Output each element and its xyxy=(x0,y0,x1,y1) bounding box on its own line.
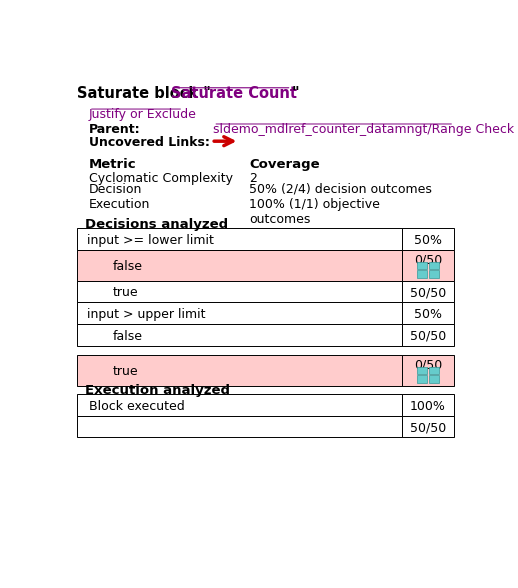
Text: 2: 2 xyxy=(250,172,257,185)
FancyBboxPatch shape xyxy=(429,270,439,278)
FancyBboxPatch shape xyxy=(77,324,402,346)
FancyBboxPatch shape xyxy=(402,228,454,250)
Text: input >= lower limit: input >= lower limit xyxy=(87,234,214,247)
FancyBboxPatch shape xyxy=(77,394,402,416)
FancyBboxPatch shape xyxy=(402,394,454,416)
Text: 50%: 50% xyxy=(414,234,442,247)
Text: true: true xyxy=(113,365,138,378)
FancyBboxPatch shape xyxy=(402,250,454,280)
Text: 50/50: 50/50 xyxy=(410,421,446,435)
FancyBboxPatch shape xyxy=(429,367,439,374)
Text: input > upper limit: input > upper limit xyxy=(87,308,205,321)
Text: 0/50: 0/50 xyxy=(414,253,442,266)
FancyBboxPatch shape xyxy=(77,250,402,280)
FancyBboxPatch shape xyxy=(429,262,439,269)
FancyBboxPatch shape xyxy=(77,280,402,302)
FancyBboxPatch shape xyxy=(402,416,454,437)
Text: true: true xyxy=(113,286,138,299)
Text: Decisions analyzed: Decisions analyzed xyxy=(85,218,228,230)
Text: sldemo_mdlref_counter_datamngt/Range Check: sldemo_mdlref_counter_datamngt/Range Che… xyxy=(213,123,514,136)
Text: Metric: Metric xyxy=(89,158,136,171)
Text: false: false xyxy=(113,260,143,273)
Text: Decision: Decision xyxy=(89,183,142,196)
Text: 0/50: 0/50 xyxy=(414,358,442,371)
FancyBboxPatch shape xyxy=(418,375,427,383)
FancyBboxPatch shape xyxy=(77,302,402,324)
Text: Parent:: Parent: xyxy=(89,123,140,136)
Text: Saturate Count: Saturate Count xyxy=(171,86,297,101)
Text: 100%: 100% xyxy=(410,400,446,413)
Text: Uncovered Links:: Uncovered Links: xyxy=(89,136,210,149)
FancyBboxPatch shape xyxy=(402,280,454,302)
Text: 50% (2/4) decision outcomes: 50% (2/4) decision outcomes xyxy=(250,183,433,196)
Text: ": " xyxy=(292,86,299,101)
Text: Execution: Execution xyxy=(89,198,150,211)
Text: Saturate block ": Saturate block " xyxy=(77,86,211,101)
Text: Cyclomatic Complexity: Cyclomatic Complexity xyxy=(89,172,233,185)
Text: Execution analyzed: Execution analyzed xyxy=(85,384,230,397)
FancyBboxPatch shape xyxy=(402,302,454,324)
Text: 50%: 50% xyxy=(414,308,442,321)
FancyBboxPatch shape xyxy=(402,324,454,346)
FancyBboxPatch shape xyxy=(418,262,427,269)
FancyBboxPatch shape xyxy=(77,228,402,250)
FancyBboxPatch shape xyxy=(418,367,427,374)
Text: 100% (1/1) objective
outcomes: 100% (1/1) objective outcomes xyxy=(250,198,380,226)
FancyBboxPatch shape xyxy=(402,355,454,386)
FancyBboxPatch shape xyxy=(77,416,402,437)
FancyBboxPatch shape xyxy=(429,375,439,383)
Text: 50/50: 50/50 xyxy=(410,330,446,343)
FancyBboxPatch shape xyxy=(418,270,427,278)
Text: Coverage: Coverage xyxy=(250,158,320,171)
Text: Block executed: Block executed xyxy=(89,400,184,413)
FancyBboxPatch shape xyxy=(77,355,402,386)
Text: 50/50: 50/50 xyxy=(410,286,446,299)
Text: false: false xyxy=(113,330,143,343)
Text: Justify or Exclude: Justify or Exclude xyxy=(89,108,197,121)
